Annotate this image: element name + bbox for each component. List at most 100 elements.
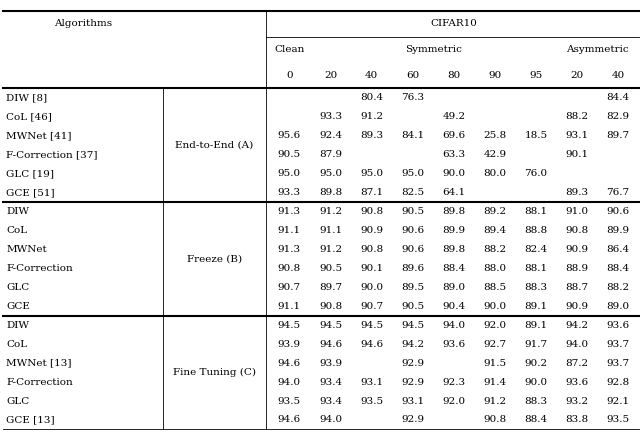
Text: 93.9: 93.9 — [278, 340, 301, 349]
Text: 91.0: 91.0 — [566, 207, 589, 216]
Text: 90.8: 90.8 — [483, 416, 506, 425]
Text: 86.4: 86.4 — [607, 245, 630, 254]
Text: 93.1: 93.1 — [401, 396, 424, 405]
Text: 92.1: 92.1 — [607, 396, 630, 405]
Text: 89.1: 89.1 — [524, 321, 548, 330]
Text: 90.0: 90.0 — [360, 283, 383, 292]
Text: 90.8: 90.8 — [360, 207, 383, 216]
Text: 88.7: 88.7 — [566, 283, 589, 292]
Text: 89.8: 89.8 — [442, 207, 465, 216]
Text: 88.8: 88.8 — [524, 226, 548, 235]
Text: 89.5: 89.5 — [401, 283, 424, 292]
Text: 94.6: 94.6 — [278, 416, 301, 425]
Text: 90.6: 90.6 — [401, 245, 424, 254]
Text: Algorithms: Algorithms — [54, 19, 112, 28]
Text: 87.1: 87.1 — [360, 188, 383, 197]
Text: 93.1: 93.1 — [360, 378, 383, 387]
Text: 90.1: 90.1 — [360, 264, 383, 273]
Text: 90.5: 90.5 — [401, 207, 424, 216]
Text: 93.1: 93.1 — [566, 131, 589, 140]
Text: 95.6: 95.6 — [278, 131, 301, 140]
Text: 91.2: 91.2 — [319, 207, 342, 216]
Text: 90.1: 90.1 — [566, 150, 589, 159]
Text: 93.4: 93.4 — [319, 378, 342, 387]
Text: F-Correction: F-Correction — [6, 264, 73, 273]
Text: F-Correction: F-Correction — [6, 378, 73, 387]
Text: 25.8: 25.8 — [483, 131, 506, 140]
Text: 93.7: 93.7 — [607, 359, 630, 368]
Text: GLC [19]: GLC [19] — [6, 169, 54, 178]
Text: 94.5: 94.5 — [319, 321, 342, 330]
Text: CoL: CoL — [6, 340, 28, 349]
Text: 91.3: 91.3 — [278, 207, 301, 216]
Text: 40: 40 — [365, 71, 378, 80]
Text: 89.3: 89.3 — [360, 131, 383, 140]
Text: 93.3: 93.3 — [278, 188, 301, 197]
Text: 94.6: 94.6 — [360, 340, 383, 349]
Text: 76.7: 76.7 — [607, 188, 630, 197]
Text: 93.6: 93.6 — [442, 340, 465, 349]
Text: 90.8: 90.8 — [566, 226, 589, 235]
Text: 94.5: 94.5 — [360, 321, 383, 330]
Text: 95.0: 95.0 — [278, 169, 301, 178]
Text: 88.3: 88.3 — [524, 396, 548, 405]
Text: 42.9: 42.9 — [483, 150, 506, 159]
Text: 92.0: 92.0 — [483, 321, 506, 330]
Text: 89.6: 89.6 — [401, 264, 424, 273]
Text: Asymmetric: Asymmetric — [566, 45, 629, 54]
Text: 90.8: 90.8 — [278, 264, 301, 273]
Text: 91.5: 91.5 — [483, 359, 506, 368]
Text: GCE [13]: GCE [13] — [6, 416, 55, 425]
Text: 89.3: 89.3 — [566, 188, 589, 197]
Text: 82.9: 82.9 — [607, 112, 630, 121]
Text: 90.2: 90.2 — [524, 359, 548, 368]
Text: 90.5: 90.5 — [319, 264, 342, 273]
Text: GLC: GLC — [6, 396, 29, 405]
Text: 88.0: 88.0 — [483, 264, 506, 273]
Text: 90.8: 90.8 — [319, 302, 342, 311]
Text: Symmetric: Symmetric — [404, 45, 461, 54]
Text: 92.4: 92.4 — [319, 131, 342, 140]
Text: 88.2: 88.2 — [483, 245, 506, 254]
Text: 89.2: 89.2 — [483, 207, 506, 216]
Text: 94.0: 94.0 — [319, 416, 342, 425]
Text: 89.0: 89.0 — [607, 302, 630, 311]
Text: 90.7: 90.7 — [360, 302, 383, 311]
Text: 92.0: 92.0 — [442, 396, 465, 405]
Text: 88.4: 88.4 — [524, 416, 548, 425]
Text: 83.8: 83.8 — [566, 416, 589, 425]
Text: 92.9: 92.9 — [401, 378, 424, 387]
Text: 94.5: 94.5 — [278, 321, 301, 330]
Text: 89.8: 89.8 — [442, 245, 465, 254]
Text: 93.9: 93.9 — [319, 359, 342, 368]
Text: 64.1: 64.1 — [442, 188, 465, 197]
Text: 89.8: 89.8 — [319, 188, 342, 197]
Text: 93.3: 93.3 — [319, 112, 342, 121]
Text: 91.1: 91.1 — [278, 302, 301, 311]
Text: GCE [51]: GCE [51] — [6, 188, 55, 197]
Text: 82.4: 82.4 — [524, 245, 548, 254]
Text: 88.4: 88.4 — [607, 264, 630, 273]
Text: 89.0: 89.0 — [442, 283, 465, 292]
Text: 80.0: 80.0 — [483, 169, 506, 178]
Text: 91.2: 91.2 — [483, 396, 506, 405]
Text: 93.5: 93.5 — [278, 396, 301, 405]
Text: 88.4: 88.4 — [442, 264, 465, 273]
Text: Freeze (B): Freeze (B) — [187, 254, 242, 263]
Text: GLC: GLC — [6, 283, 29, 292]
Text: MWNet [41]: MWNet [41] — [6, 131, 72, 140]
Text: 91.7: 91.7 — [524, 340, 548, 349]
Text: 90.6: 90.6 — [607, 207, 630, 216]
Text: 18.5: 18.5 — [524, 131, 548, 140]
Text: 95: 95 — [529, 71, 543, 80]
Text: 94.6: 94.6 — [278, 359, 301, 368]
Text: 92.3: 92.3 — [442, 378, 465, 387]
Text: 84.1: 84.1 — [401, 131, 424, 140]
Text: GCE: GCE — [6, 302, 30, 311]
Text: 89.4: 89.4 — [483, 226, 506, 235]
Text: 91.2: 91.2 — [319, 245, 342, 254]
Text: 93.5: 93.5 — [607, 416, 630, 425]
Text: 90: 90 — [488, 71, 502, 80]
Text: 93.6: 93.6 — [607, 321, 630, 330]
Text: 90.0: 90.0 — [442, 169, 465, 178]
